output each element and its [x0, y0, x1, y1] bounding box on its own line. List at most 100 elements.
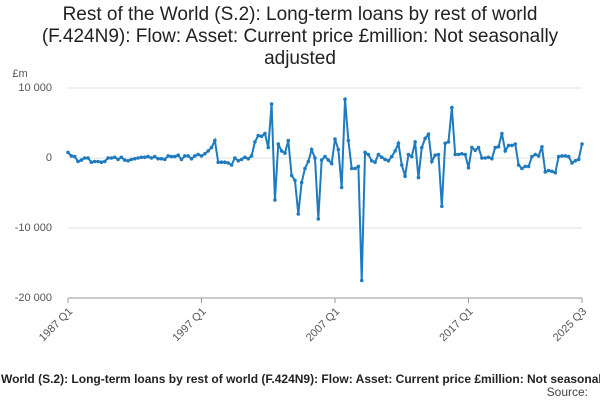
data-point	[179, 157, 184, 162]
data-point	[383, 157, 387, 162]
data-point	[526, 164, 531, 169]
data-point	[550, 169, 554, 174]
data-point	[369, 159, 374, 163]
data-point	[443, 141, 447, 146]
data-point	[433, 153, 437, 157]
data-point	[132, 156, 137, 161]
data-point	[476, 145, 481, 150]
data-point	[359, 278, 364, 283]
data-point	[313, 156, 317, 160]
data-point	[223, 160, 227, 164]
data-point	[379, 155, 384, 160]
data-point	[480, 156, 484, 160]
data-point	[149, 156, 154, 160]
data-point	[142, 155, 147, 160]
data-point	[306, 159, 311, 164]
data-point	[323, 154, 327, 159]
source: Source:	[547, 385, 588, 399]
data-point	[263, 131, 267, 136]
data-point	[403, 174, 407, 178]
data-point	[189, 156, 194, 161]
data-point	[259, 134, 264, 139]
data-point	[490, 156, 494, 161]
data-point	[129, 157, 134, 162]
x-tick-label: 1997 Q1	[170, 306, 208, 344]
data-point	[430, 159, 434, 164]
data-point	[460, 152, 464, 156]
data-point	[183, 154, 187, 158]
data-point	[82, 156, 87, 160]
data-point	[520, 166, 524, 171]
data-point	[450, 105, 454, 110]
data-point	[409, 154, 414, 159]
data-point	[206, 149, 210, 153]
data-line	[67, 99, 583, 281]
data-point	[92, 159, 97, 164]
data-point	[353, 166, 357, 171]
data-point	[146, 154, 150, 159]
data-point	[470, 145, 474, 150]
data-point	[366, 152, 371, 157]
data-point	[560, 154, 564, 158]
data-point	[319, 158, 324, 162]
data-point	[510, 143, 514, 148]
data-point	[373, 160, 377, 164]
data-point	[346, 138, 351, 143]
data-point	[516, 163, 521, 167]
data-point	[156, 156, 160, 161]
data-point	[543, 170, 548, 174]
data-point	[486, 155, 491, 160]
data-point	[186, 154, 190, 158]
data-point	[363, 150, 367, 155]
data-point	[139, 155, 144, 160]
data-point	[546, 168, 551, 173]
data-point	[419, 145, 424, 150]
data-point	[399, 163, 404, 167]
data-point	[573, 159, 578, 163]
data-point	[169, 154, 174, 159]
data-point	[530, 154, 534, 159]
data-point	[413, 140, 417, 144]
data-point	[303, 166, 307, 171]
data-point	[159, 156, 164, 161]
y-tick-label: -20 000	[15, 292, 52, 304]
data-point	[386, 159, 391, 163]
data-point	[256, 133, 261, 138]
data-point	[426, 132, 431, 136]
data-point	[122, 158, 127, 162]
data-point	[229, 163, 234, 167]
y-tick-label: -10 000	[15, 222, 52, 234]
data-point	[239, 157, 244, 162]
data-point	[296, 212, 301, 216]
data-point	[136, 156, 140, 160]
data-point	[393, 149, 397, 153]
data-point	[203, 152, 207, 156]
data-point	[553, 170, 558, 175]
data-point	[563, 154, 568, 158]
data-point	[436, 152, 441, 157]
data-point	[173, 154, 177, 159]
data-point	[339, 185, 344, 190]
data-point	[193, 154, 197, 158]
data-point	[416, 175, 421, 180]
data-point	[102, 159, 107, 164]
y-tick-label: 10 000	[18, 82, 52, 94]
y-tick-label: 0	[46, 152, 52, 164]
data-point	[126, 159, 130, 163]
data-point	[456, 152, 461, 157]
footer-caption: Rest of the World (S.2): Long-term loans…	[0, 372, 600, 386]
data-point	[233, 156, 237, 160]
y-axis-unit: £m	[12, 68, 27, 80]
data-point	[162, 157, 167, 162]
data-point	[176, 153, 180, 157]
data-point	[69, 154, 74, 158]
data-point	[309, 147, 314, 152]
data-point	[243, 155, 247, 160]
data-point	[493, 145, 498, 150]
data-point	[76, 159, 80, 164]
x-tick-label: 2025 Q3	[551, 306, 589, 344]
data-point	[453, 152, 457, 157]
data-point	[119, 155, 124, 160]
